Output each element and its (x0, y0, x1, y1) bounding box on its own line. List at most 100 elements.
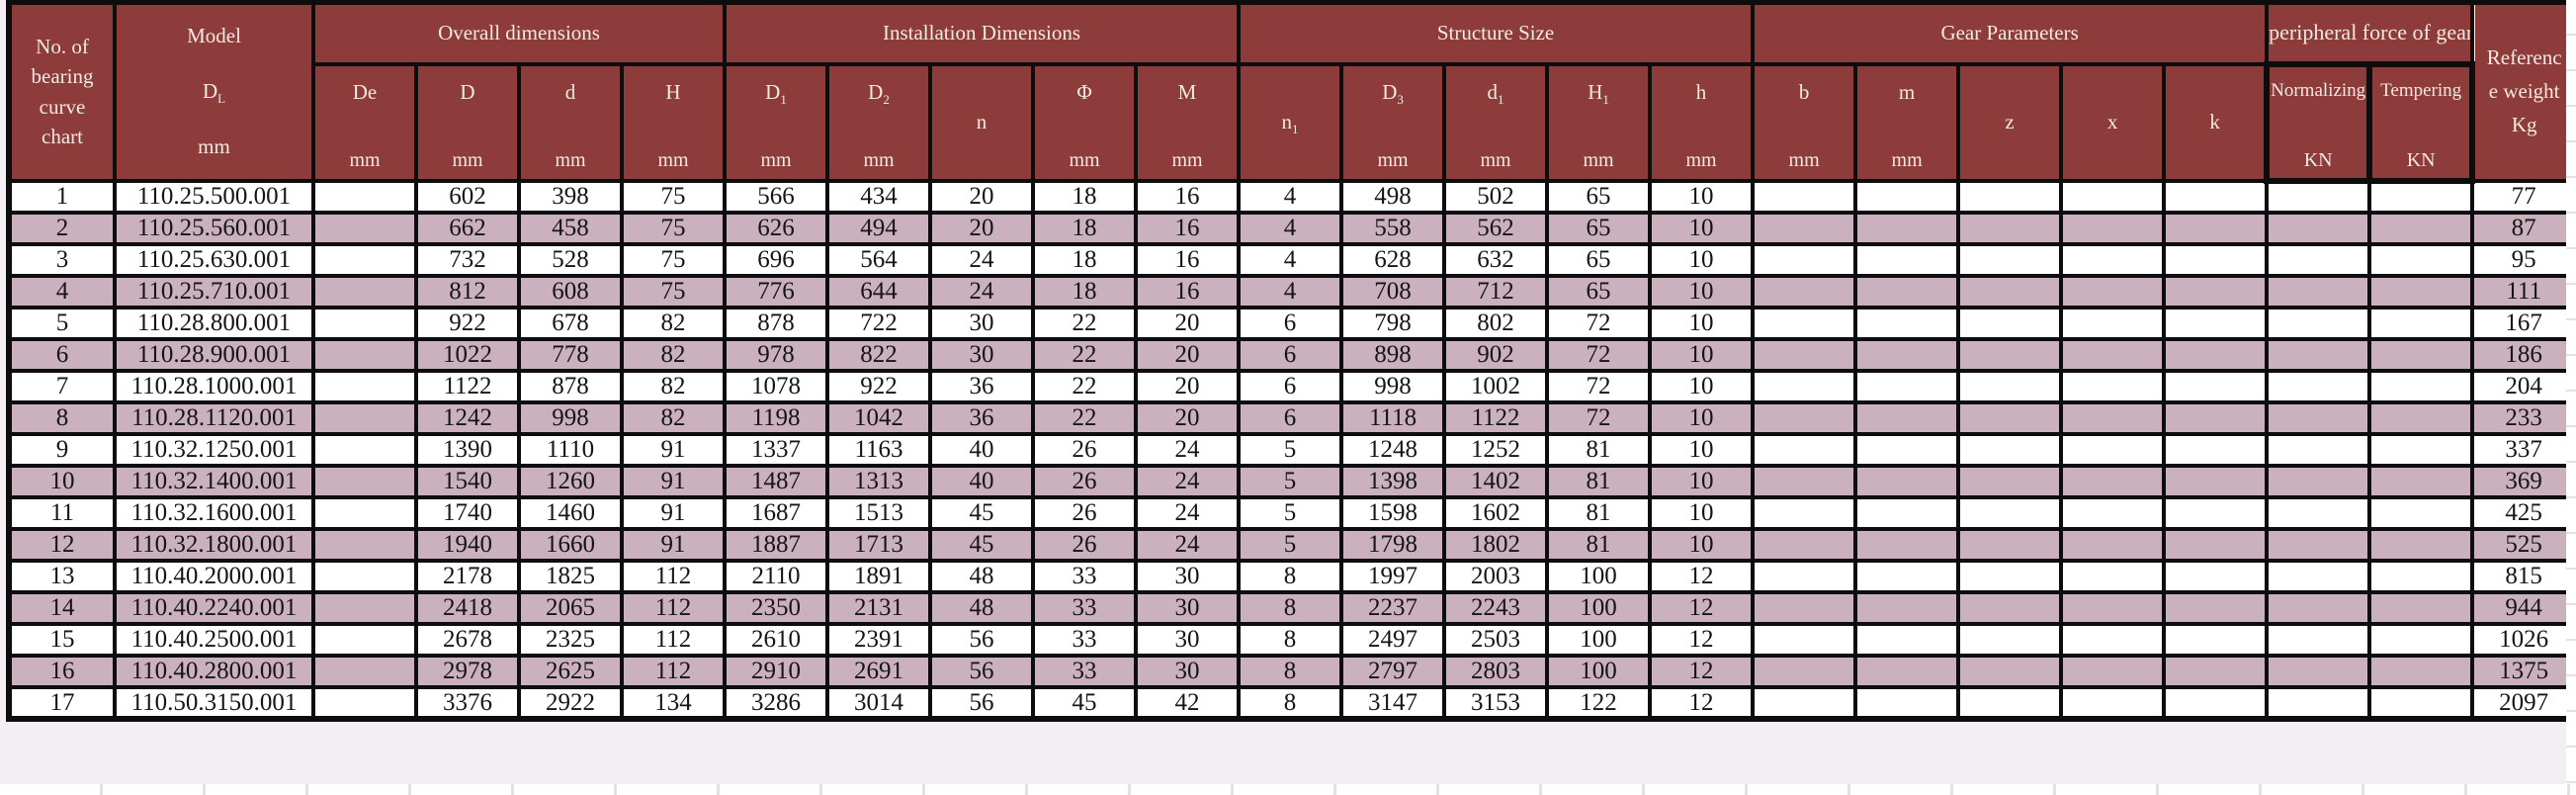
cell-row-no[interactable]: 10 (7, 463, 117, 499)
cell-normalizing[interactable] (2265, 210, 2372, 246)
cell-x[interactable] (2059, 463, 2167, 499)
cell-k[interactable] (2162, 431, 2270, 468)
cell-m[interactable] (1853, 653, 1961, 689)
cell-n1[interactable]: 8 (1237, 558, 1344, 594)
cell-phi[interactable]: 22 (1031, 368, 1139, 404)
cell-d2[interactable]: 722 (825, 305, 933, 341)
cell-d1[interactable]: 626 (723, 210, 830, 246)
cell-h1[interactable]: 72 (1545, 305, 1653, 341)
cell-h[interactable]: 75 (619, 273, 728, 309)
cell-d1[interactable]: 1487 (723, 463, 830, 499)
cell-h1[interactable]: 100 (1545, 558, 1653, 594)
cell-b[interactable] (1751, 305, 1858, 341)
cell-de[interactable] (311, 463, 418, 499)
cell-n1[interactable]: 4 (1237, 178, 1344, 215)
cell-h[interactable]: 112 (619, 558, 728, 594)
cell-n[interactable]: 45 (928, 526, 1036, 563)
cell-de[interactable] (311, 305, 418, 341)
cell-de[interactable] (311, 210, 418, 246)
cell-h1[interactable]: 81 (1545, 494, 1653, 531)
cell-m[interactable]: 24 (1134, 431, 1242, 468)
cell-m[interactable] (1853, 589, 1961, 626)
cell-phi[interactable]: 22 (1031, 305, 1139, 341)
cell-phi[interactable]: 22 (1031, 399, 1139, 436)
cell-d3[interactable]: 708 (1339, 273, 1447, 309)
cell-model[interactable]: 110.28.1120.001 (113, 399, 315, 436)
cell-d[interactable]: 1660 (517, 526, 624, 563)
cell-x[interactable] (2059, 589, 2167, 626)
cell-d[interactable]: 1022 (414, 336, 521, 373)
cell-h[interactable]: 12 (1648, 589, 1756, 626)
cell-d1[interactable]: 2803 (1442, 653, 1550, 689)
col-header-bearing-curve-no[interactable]: No. of bearing curve chart (7, 0, 117, 183)
cell-z[interactable] (1956, 399, 2064, 436)
cell-phi[interactable]: 26 (1031, 494, 1139, 531)
cell-h1[interactable]: 72 (1545, 336, 1653, 373)
cell-weight[interactable]: 944 (2470, 589, 2576, 626)
cell-n1[interactable]: 5 (1237, 494, 1344, 531)
cell-h1[interactable]: 65 (1545, 210, 1653, 246)
cell-d1[interactable]: 712 (1442, 273, 1550, 309)
cell-tempering[interactable] (2367, 463, 2475, 499)
cell-model[interactable]: 110.25.710.001 (113, 273, 315, 309)
cell-m[interactable]: 30 (1134, 653, 1242, 689)
cell-x[interactable] (2059, 621, 2167, 658)
cell-phi[interactable]: 18 (1031, 273, 1139, 309)
cell-d1[interactable]: 1602 (1442, 494, 1550, 531)
cell-tempering[interactable] (2367, 273, 2475, 309)
cell-d[interactable]: 1460 (517, 494, 624, 531)
cell-n1[interactable]: 5 (1237, 463, 1344, 499)
cell-row-no[interactable]: 13 (7, 558, 117, 594)
cell-m[interactable]: 20 (1134, 336, 1242, 373)
cell-h[interactable]: 75 (619, 210, 728, 246)
cell-tempering[interactable] (2367, 653, 2475, 689)
cell-d[interactable]: 678 (517, 305, 624, 341)
cell-x[interactable] (2059, 494, 2167, 531)
cell-d[interactable]: 2625 (517, 653, 624, 689)
cell-d2[interactable]: 2391 (825, 621, 933, 658)
cell-normalizing[interactable] (2265, 494, 2372, 531)
cell-model[interactable]: 110.40.2800.001 (113, 653, 315, 689)
cell-d3[interactable]: 1598 (1339, 494, 1447, 531)
group-header-overall-dimensions[interactable]: Overall dimensions (310, 0, 728, 66)
cell-row-no[interactable]: 16 (7, 653, 117, 689)
cell-d[interactable]: 1390 (414, 431, 521, 468)
sub-header-tempering[interactable]: Tempering KN (2366, 60, 2476, 184)
cell-weight[interactable]: 525 (2470, 526, 2576, 563)
cell-b[interactable] (1751, 399, 1858, 436)
cell-de[interactable] (311, 494, 418, 531)
cell-d[interactable]: 458 (517, 210, 624, 246)
cell-tempering[interactable] (2367, 431, 2475, 468)
cell-d1[interactable]: 2243 (1442, 589, 1550, 626)
sub-header-n[interactable]: n (928, 61, 1036, 183)
cell-d[interactable]: 3376 (414, 684, 521, 721)
cell-d2[interactable]: 434 (825, 178, 933, 215)
cell-m[interactable]: 30 (1134, 621, 1242, 658)
cell-d1[interactable]: 1687 (723, 494, 830, 531)
cell-d[interactable]: 1110 (517, 431, 624, 468)
cell-weight[interactable]: 87 (2470, 210, 2576, 246)
sub-header-z[interactable]: z (1956, 61, 2064, 183)
cell-h1[interactable]: 72 (1545, 399, 1653, 436)
cell-h1[interactable]: 100 (1545, 653, 1653, 689)
cell-b[interactable] (1751, 526, 1858, 563)
cell-h[interactable]: 10 (1648, 273, 1756, 309)
cell-n[interactable]: 40 (928, 463, 1036, 499)
cell-d3[interactable]: 2497 (1339, 621, 1447, 658)
cell-h1[interactable]: 122 (1545, 684, 1653, 721)
cell-row-no[interactable]: 4 (7, 273, 117, 309)
sub-header-de[interactable]: De mm (311, 61, 418, 183)
cell-n1[interactable]: 4 (1237, 273, 1344, 309)
cell-model[interactable]: 110.40.2500.001 (113, 621, 315, 658)
cell-b[interactable] (1751, 336, 1858, 373)
cell-z[interactable] (1956, 241, 2064, 278)
cell-n[interactable]: 20 (928, 210, 1036, 246)
cell-d1[interactable]: 878 (723, 305, 830, 341)
cell-weight[interactable]: 204 (2470, 368, 2576, 404)
col-header-reference-weight[interactable]: Referenc e weight Kg (2470, 0, 2576, 183)
cell-d2[interactable]: 1163 (825, 431, 933, 468)
sub-header-k[interactable]: k (2162, 61, 2270, 183)
cell-h1[interactable]: 100 (1545, 621, 1653, 658)
